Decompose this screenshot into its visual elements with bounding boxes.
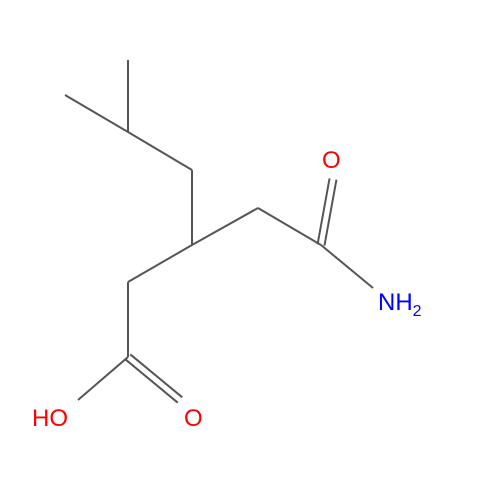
bond <box>128 245 192 282</box>
atom-O_upper: O <box>322 147 341 174</box>
bond <box>321 245 373 288</box>
bond <box>65 95 128 132</box>
bond <box>192 208 258 245</box>
bond <box>128 132 192 170</box>
bond <box>130 354 182 397</box>
bond <box>258 208 321 245</box>
atom-NH2: NH2 <box>378 289 422 320</box>
bond <box>318 178 330 244</box>
bond <box>126 360 178 403</box>
molecule-diagram: O NH2 O HO <box>0 0 500 500</box>
atom-HO: HO <box>32 405 68 432</box>
bond <box>324 180 336 246</box>
atom-O_lower: O <box>184 405 203 432</box>
bond <box>78 357 128 400</box>
